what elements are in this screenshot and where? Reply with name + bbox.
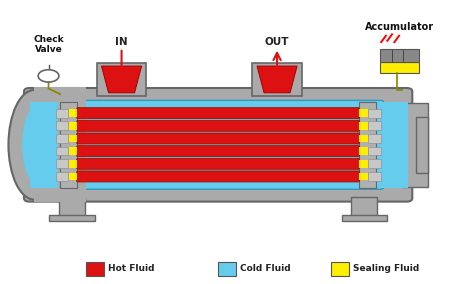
Text: IN: IN <box>115 37 128 47</box>
Polygon shape <box>257 66 297 93</box>
Bar <box>368 122 381 130</box>
Bar <box>368 134 381 143</box>
Bar <box>30 102 58 187</box>
Bar <box>55 159 68 168</box>
Bar <box>359 147 367 155</box>
Bar <box>86 262 104 275</box>
Bar <box>359 173 367 180</box>
Text: Valve: Valve <box>35 45 63 54</box>
Bar <box>55 122 68 130</box>
Bar <box>359 109 367 117</box>
Bar <box>55 134 68 143</box>
Bar <box>368 147 381 156</box>
Bar <box>218 262 236 275</box>
Bar <box>368 159 381 168</box>
Bar <box>368 109 381 118</box>
FancyBboxPatch shape <box>77 108 359 119</box>
Text: Hot Fluid: Hot Fluid <box>108 264 155 273</box>
Ellipse shape <box>22 104 56 186</box>
Text: Sealing Fluid: Sealing Fluid <box>353 264 419 273</box>
Bar <box>69 173 77 180</box>
Bar <box>359 160 367 168</box>
Text: OUT: OUT <box>265 37 289 47</box>
Bar <box>416 117 428 173</box>
Bar <box>252 63 302 96</box>
Text: Accumulator: Accumulator <box>365 22 434 32</box>
Bar <box>55 172 68 181</box>
Ellipse shape <box>9 90 60 200</box>
Bar <box>368 172 381 181</box>
FancyBboxPatch shape <box>24 88 412 202</box>
Bar <box>69 109 77 117</box>
FancyBboxPatch shape <box>77 120 359 131</box>
Bar <box>402 103 428 187</box>
Bar <box>331 262 349 275</box>
Bar <box>59 197 85 216</box>
FancyBboxPatch shape <box>77 133 359 144</box>
Bar <box>49 215 95 221</box>
FancyBboxPatch shape <box>77 146 359 156</box>
FancyBboxPatch shape <box>53 100 383 189</box>
Bar <box>69 147 77 155</box>
Bar <box>351 197 377 216</box>
Bar <box>380 62 419 73</box>
Bar <box>69 122 77 130</box>
Bar <box>35 87 86 202</box>
Bar <box>342 215 387 221</box>
Bar <box>55 109 68 118</box>
Text: Cold Fluid: Cold Fluid <box>240 264 291 273</box>
Bar <box>380 49 419 62</box>
Bar <box>69 160 77 168</box>
Text: Check: Check <box>33 35 64 44</box>
Bar <box>97 63 146 96</box>
Bar <box>55 147 68 156</box>
Bar <box>60 102 77 187</box>
FancyBboxPatch shape <box>77 171 359 182</box>
Bar <box>359 135 367 142</box>
Bar <box>69 135 77 142</box>
Bar <box>359 102 376 187</box>
Bar <box>359 122 367 130</box>
Polygon shape <box>101 66 142 93</box>
FancyBboxPatch shape <box>77 158 359 169</box>
Bar <box>378 102 408 187</box>
